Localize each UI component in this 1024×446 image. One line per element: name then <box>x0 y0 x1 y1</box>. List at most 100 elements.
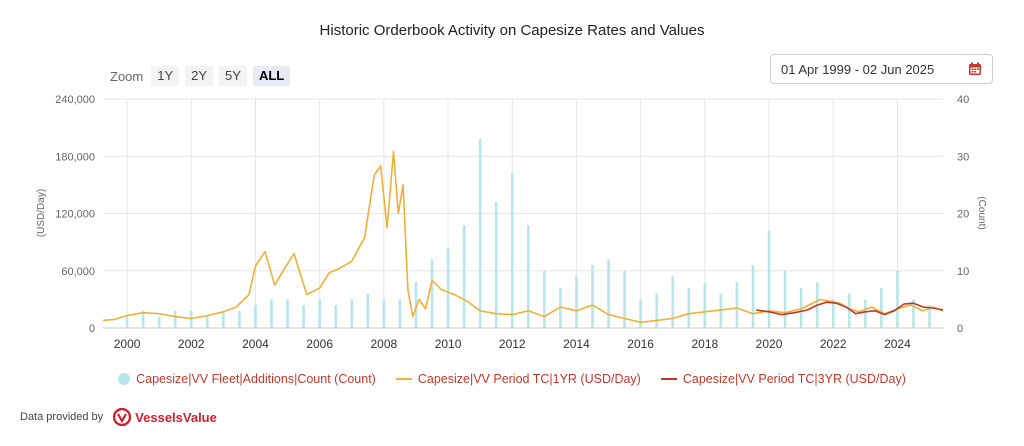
zoom-5y-button[interactable]: 5Y <box>219 66 247 86</box>
fleet-additions-bar[interactable] <box>687 287 691 328</box>
legend-label: Capesize|VV Period TC|1YR (USD/Day) <box>417 372 641 386</box>
fleet-additions-bar[interactable] <box>430 259 434 328</box>
fleet-additions-bar[interactable] <box>526 224 530 328</box>
legend-item-tc-1yr[interactable]: Capesize|VV Period TC|1YR (USD/Day) <box>395 372 641 386</box>
x-tick-label: 2020 <box>756 337 783 351</box>
fleet-additions-bar[interactable] <box>880 287 883 328</box>
fleet-additions-bar[interactable] <box>639 299 642 328</box>
fleet-additions-bar[interactable] <box>655 293 658 328</box>
fleet-additions-bar[interactable] <box>494 202 498 328</box>
fleet-additions-bar[interactable] <box>254 305 257 328</box>
fleet-additions-bar[interactable] <box>847 293 851 328</box>
y-left-tick-label: 240,000 <box>55 94 95 106</box>
vesselsvalue-logo-icon <box>112 407 132 427</box>
x-tick-label: 2000 <box>114 337 141 351</box>
footer-attribution: Data provided by VesselsValue <box>20 407 217 427</box>
fleet-additions-bar[interactable] <box>543 270 546 328</box>
y-left-tick-label: 0 <box>89 323 95 335</box>
fleet-additions-bar[interactable] <box>238 310 241 328</box>
fleet-additions-bar[interactable] <box>623 270 626 328</box>
zoom-label: Zoom <box>110 68 144 84</box>
fleet-additions-bar[interactable] <box>157 316 161 328</box>
fleet-additions-bar[interactable] <box>912 299 915 328</box>
fleet-additions-bar[interactable] <box>510 173 514 328</box>
tc-3yr-line[interactable] <box>756 301 944 316</box>
fleet-additions-bar[interactable] <box>462 224 466 328</box>
fleet-additions-bar[interactable] <box>173 310 177 328</box>
legend-item-fleet-additions[interactable]: Capesize|VV Fleet|Additions|Count (Count… <box>118 372 376 386</box>
fleet-additions-bar[interactable] <box>270 299 273 328</box>
fleet-additions-bar[interactable] <box>783 270 787 328</box>
fleet-additions-bar[interactable] <box>767 230 771 328</box>
y-right-tick-label: 30 <box>957 151 969 163</box>
zoom-2y-button[interactable]: 2Y <box>185 66 214 86</box>
legend-item-tc-3yr[interactable]: Capesize|VV Period TC|3YR (USD/Day) <box>660 372 906 386</box>
legend-label: Capesize|VV Fleet|Additions|Count (Count… <box>136 372 376 386</box>
fleet-additions-bar[interactable] <box>864 299 867 328</box>
legend-line-symbol <box>395 378 412 380</box>
x-tick-label: 2022 <box>820 337 847 351</box>
date-range-picker[interactable]: 01 Apr 1999 - 02 Jun 2025 <box>770 54 993 84</box>
x-tick-label: 2002 <box>178 337 205 351</box>
zoom-all-button[interactable]: ALL <box>252 66 291 86</box>
legend-line-symbol <box>660 378 677 380</box>
legend-bar-symbol <box>118 373 131 385</box>
x-tick-label: 2018 <box>691 337 718 351</box>
y-right-tick-label: 20 <box>957 209 969 221</box>
fleet-additions-bar[interactable] <box>735 282 739 328</box>
fleet-additions-bar[interactable] <box>414 282 418 328</box>
y-right-tick-label: 0 <box>957 323 963 335</box>
fleet-additions-bar[interactable] <box>125 316 129 328</box>
fleet-additions-bar[interactable] <box>222 310 225 328</box>
x-tick-label: 2006 <box>306 337 333 351</box>
y-right-axis-title: (Count) <box>976 196 987 229</box>
fleet-additions-bar[interactable] <box>896 270 899 328</box>
zoom-1y-button[interactable]: 1Y <box>151 66 180 86</box>
y-left-axis-title: (USD/Day) <box>36 189 47 237</box>
chart-title: Historic Orderbook Activity on Capesize … <box>319 22 705 39</box>
fleet-additions-bar[interactable] <box>671 276 675 328</box>
x-tick-label: 2012 <box>499 337 526 351</box>
y-right-tick-label: 10 <box>957 266 969 278</box>
x-tick-label: 2016 <box>627 337 654 351</box>
fleet-additions-bar[interactable] <box>559 287 562 328</box>
fleet-additions-bar[interactable] <box>446 247 450 328</box>
fleet-additions-bar[interactable] <box>799 287 803 328</box>
x-tick-label: 2004 <box>242 337 269 351</box>
x-tick-label: 2024 <box>884 337 911 351</box>
fleet-additions-bar[interactable] <box>831 299 835 328</box>
legend-label: Capesize|VV Period TC|3YR (USD/Day) <box>682 372 906 386</box>
y-left-tick-label: 60,000 <box>61 266 95 278</box>
fleet-additions-bar[interactable] <box>607 259 610 328</box>
vesselsvalue-logo[interactable]: VesselsValue <box>112 407 217 427</box>
tc-1yr-line[interactable] <box>102 150 944 324</box>
fleet-additions-bar[interactable] <box>206 316 209 328</box>
x-tick-label: 2014 <box>563 337 590 351</box>
fleet-additions-bar[interactable] <box>382 299 386 328</box>
chart-legend: Capesize|VV Fleet|Additions|Count (Count… <box>0 372 1024 386</box>
fleet-additions-bar[interactable] <box>350 299 354 328</box>
date-range-text: 01 Apr 1999 - 02 Jun 2025 <box>781 61 935 77</box>
fleet-additions-bar[interactable] <box>703 282 707 328</box>
fleet-additions-bar[interactable] <box>318 299 321 328</box>
x-tick-label: 2010 <box>435 337 462 351</box>
fleet-additions-bar[interactable] <box>189 310 193 328</box>
fleet-additions-bar[interactable] <box>302 305 305 328</box>
x-tick-label: 2008 <box>371 337 398 351</box>
fleet-additions-bar[interactable] <box>334 305 338 328</box>
fleet-additions-bar[interactable] <box>366 293 370 328</box>
fleet-additions-bar[interactable] <box>591 265 594 328</box>
fleet-additions-bar[interactable] <box>575 276 578 328</box>
calendar-icon[interactable] <box>968 62 982 76</box>
fleet-additions-bar[interactable] <box>286 299 289 328</box>
fleet-additions-bar[interactable] <box>141 310 145 328</box>
y-right-tick-label: 40 <box>957 94 969 106</box>
fleet-additions-bar[interactable] <box>928 305 931 328</box>
brand-name: VesselsValue <box>135 409 217 425</box>
data-provided-by-text: Data provided by <box>20 411 104 423</box>
fleet-additions-bar[interactable] <box>398 299 402 328</box>
fleet-additions-bar[interactable] <box>719 293 723 328</box>
fleet-additions-bar[interactable] <box>478 139 482 328</box>
fleet-additions-bar[interactable] <box>751 265 755 328</box>
